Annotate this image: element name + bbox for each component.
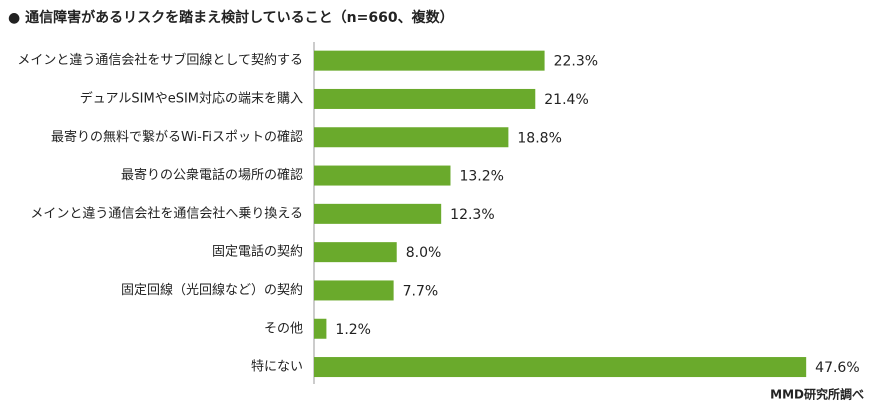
value-label: 12.3% — [450, 207, 494, 223]
source-note: MMD研究所調べ — [770, 387, 864, 402]
category-label: 特にない — [251, 360, 303, 375]
category-label: 最寄りの無料で繋がるWi-Fiスポットの確認 — [51, 129, 303, 145]
value-label: 21.4% — [544, 92, 588, 108]
bar — [314, 127, 509, 148]
category-label: デュアルSIMやeSIM対応の端末を購入 — [80, 90, 303, 106]
value-label: 13.2% — [459, 169, 503, 185]
bar — [314, 88, 536, 109]
category-label: メインと違う通信会社を通信会社へ乗り換える — [30, 205, 303, 221]
category-label: 最寄りの公衆電話の場所の確認 — [121, 167, 303, 183]
category-label: メインと違う通信会社をサブ回線として契約する — [17, 52, 303, 68]
category-label: 固定電話の契約 — [212, 244, 303, 260]
bar — [314, 242, 397, 263]
bar — [314, 203, 442, 224]
bar — [314, 280, 394, 301]
chart-title: ● 通信障害があるリスクを踏まえ検討していること（n=660、複数） — [8, 9, 454, 26]
category-label: その他 — [264, 321, 303, 336]
value-label: 8.0% — [406, 245, 442, 261]
value-label: 1.2% — [335, 322, 371, 338]
value-label: 22.3% — [554, 54, 598, 70]
value-label: 47.6% — [815, 360, 859, 376]
category-label: 固定回線（光回線など）の契約 — [121, 282, 303, 298]
bar — [314, 357, 807, 378]
value-label: 18.8% — [517, 130, 561, 146]
bar — [314, 165, 451, 186]
value-label: 7.7% — [403, 283, 439, 299]
bar — [314, 50, 545, 71]
bar — [314, 318, 327, 339]
